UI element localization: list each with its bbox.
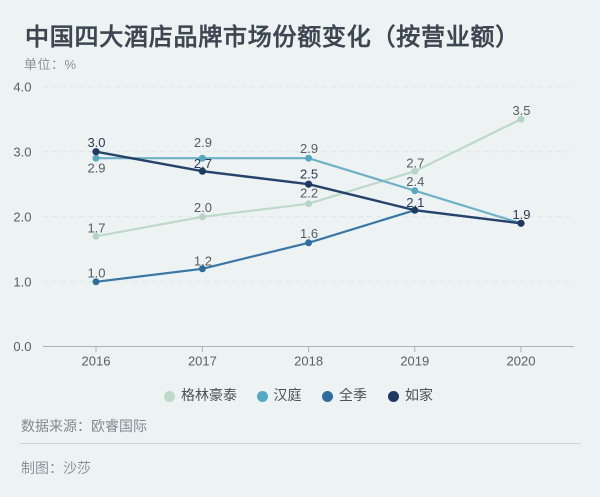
svg-text:1.2: 1.2 xyxy=(194,254,212,269)
svg-text:2.0: 2.0 xyxy=(194,200,212,215)
svg-text:2.9: 2.9 xyxy=(194,135,212,150)
svg-text:3.0: 3.0 xyxy=(87,135,105,150)
svg-text:2020: 2020 xyxy=(507,354,536,369)
svg-text:2.1: 2.1 xyxy=(406,195,424,210)
svg-text:2019: 2019 xyxy=(400,354,429,369)
svg-text:2.7: 2.7 xyxy=(406,156,424,171)
svg-text:2017: 2017 xyxy=(188,354,217,369)
svg-text:1.7: 1.7 xyxy=(87,221,105,236)
svg-text:1.0: 1.0 xyxy=(87,266,105,281)
svg-text:4.0: 4.0 xyxy=(13,79,31,94)
svg-text:2.2: 2.2 xyxy=(300,185,318,200)
svg-text:1.0: 1.0 xyxy=(13,275,31,290)
svg-text:2016: 2016 xyxy=(82,354,111,369)
svg-text:1.6: 1.6 xyxy=(300,226,318,241)
svg-text:1.9: 1.9 xyxy=(512,207,530,222)
svg-text:2.9: 2.9 xyxy=(300,141,318,156)
svg-text:2018: 2018 xyxy=(294,354,323,369)
svg-text:2.0: 2.0 xyxy=(13,210,31,225)
svg-text:2.4: 2.4 xyxy=(406,174,424,189)
svg-text:3.0: 3.0 xyxy=(13,144,31,159)
svg-text:2.9: 2.9 xyxy=(87,161,105,176)
svg-text:0.0: 0.0 xyxy=(13,339,31,354)
svg-text:2.7: 2.7 xyxy=(194,156,212,171)
svg-text:2.5: 2.5 xyxy=(300,167,318,182)
svg-text:3.5: 3.5 xyxy=(512,103,530,118)
